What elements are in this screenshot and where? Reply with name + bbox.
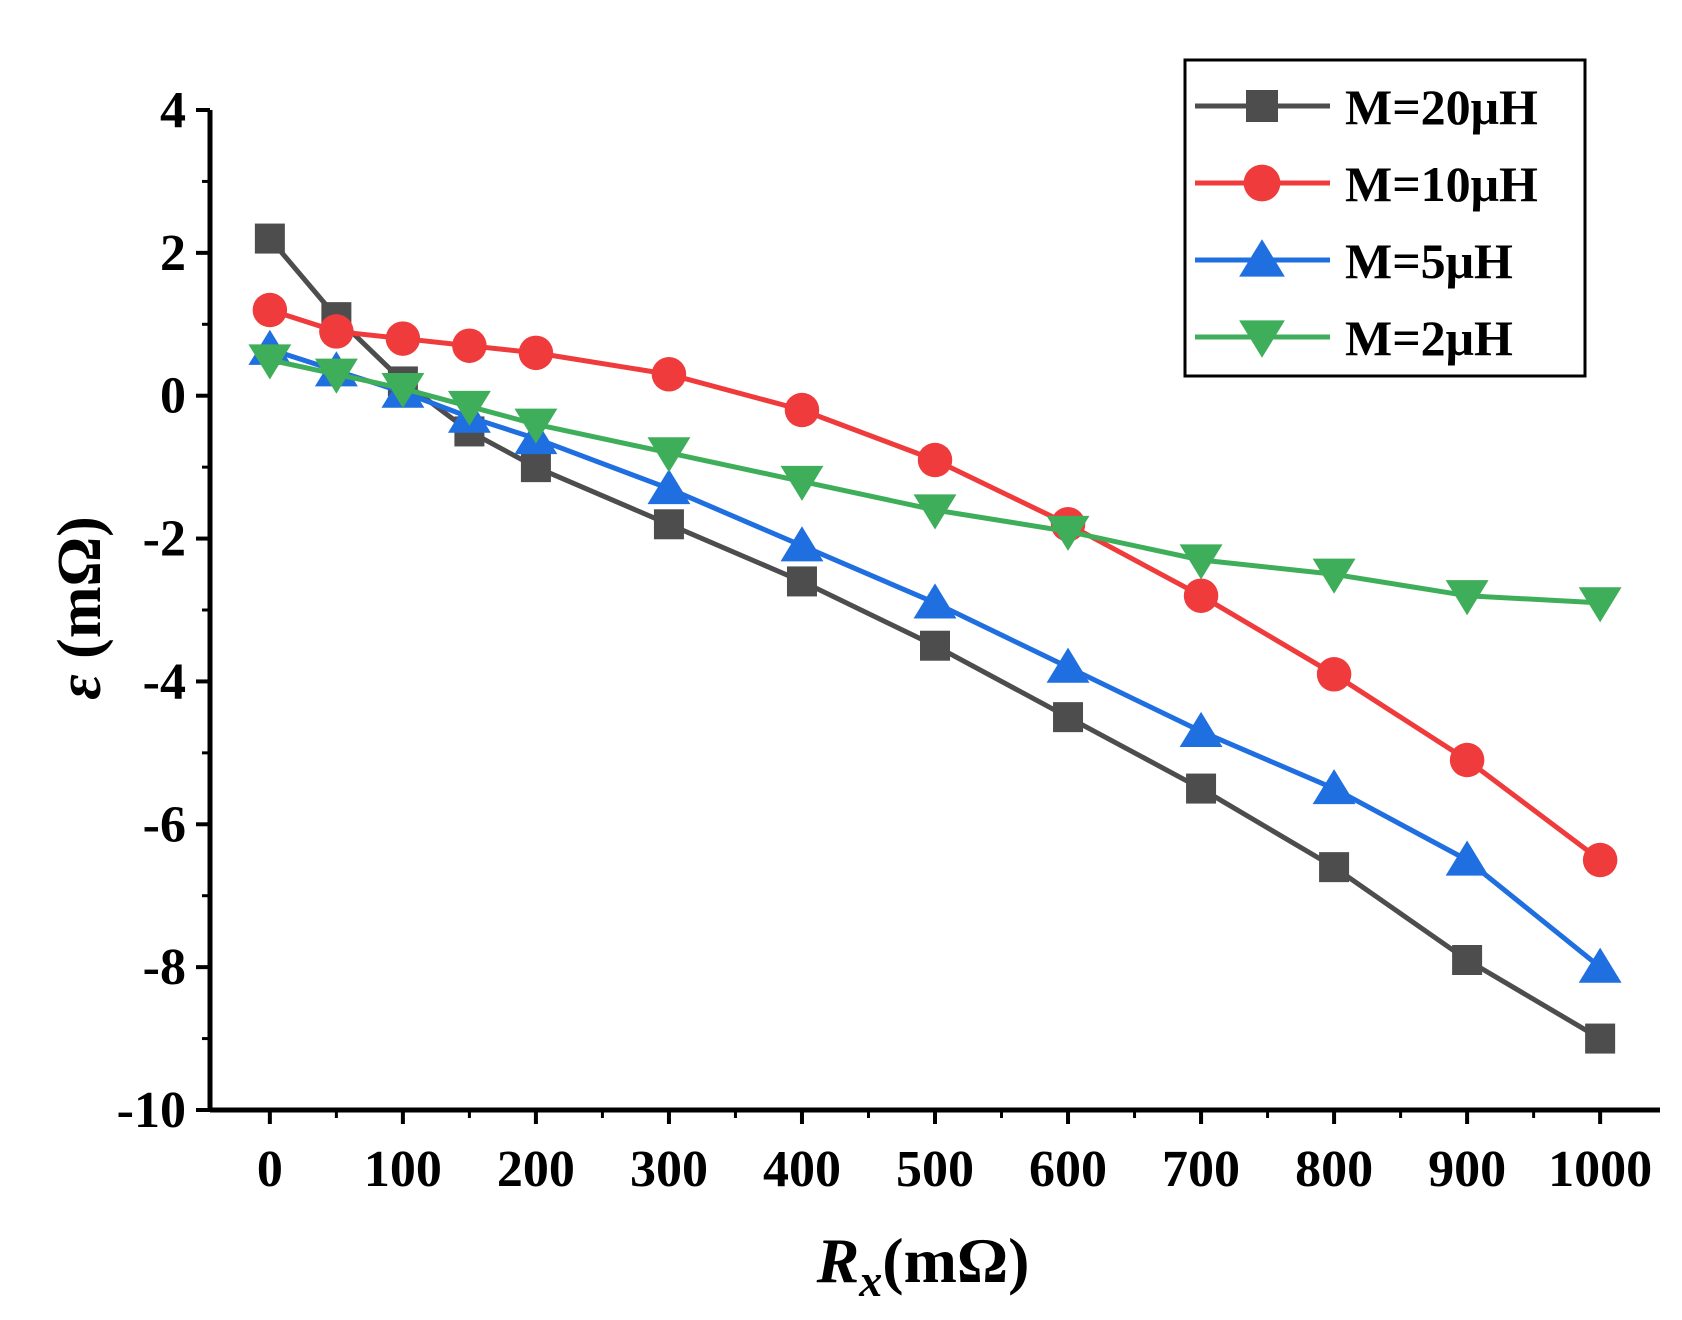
y-tick-label: 0 (160, 368, 186, 425)
data-point (917, 442, 953, 478)
data-point (1445, 840, 1489, 876)
y-tick-label: -2 (143, 511, 186, 568)
legend-marker (1246, 90, 1278, 122)
x-tick-label: 1000 (1548, 1141, 1652, 1198)
series-layer (248, 223, 1622, 1054)
data-point (314, 358, 358, 394)
data-point (1452, 945, 1483, 975)
series-group (252, 292, 1618, 878)
x-tick-label: 600 (1029, 1141, 1107, 1198)
legend-marker (1239, 320, 1285, 358)
x-tick-label: 900 (1428, 1141, 1506, 1198)
x-axis-unit: (mΩ) (882, 1225, 1029, 1296)
x-tick-label: 700 (1162, 1141, 1240, 1198)
data-point (1578, 947, 1622, 983)
data-point (1046, 647, 1090, 683)
data-point (452, 328, 487, 363)
data-point (514, 408, 558, 444)
axes: 4 2 0 -2 -4 -6 -8 -10 0 100 200 300 400 500 600 700 800 9… (117, 82, 1660, 1198)
y-axis-symbol: ε (46, 674, 114, 699)
y-tick-label: 2 (160, 225, 186, 282)
legend-marker (1239, 239, 1285, 277)
data-point (385, 321, 421, 356)
data-point (784, 392, 820, 428)
data-point (1312, 769, 1356, 805)
data-point (1578, 587, 1622, 623)
x-tick-label: 800 (1295, 1141, 1373, 1198)
y-tick-label: -8 (143, 939, 186, 996)
data-point (520, 452, 551, 483)
y-axis-unit: (mΩ) (46, 516, 114, 674)
data-point (254, 223, 285, 254)
data-point (653, 509, 684, 540)
data-point (518, 335, 554, 371)
data-point (647, 437, 691, 473)
data-point (647, 469, 691, 505)
data-point (1046, 515, 1090, 551)
data-point (780, 526, 824, 562)
x-tick-label: 200 (497, 1141, 575, 1198)
data-point (1179, 711, 1223, 748)
legend: M=20μH M=10μH M=5μH M=2μH (1183, 58, 1587, 378)
data-point (1319, 852, 1350, 883)
x-tick-label: 500 (896, 1141, 974, 1198)
x-tick-label: 0 (257, 1141, 283, 1198)
data-point (1316, 657, 1352, 692)
legend-marker (1243, 164, 1281, 202)
data-point (786, 566, 817, 597)
x-axis-title: Rx(mΩ) (816, 1225, 1030, 1306)
data-point (1179, 544, 1223, 580)
data-point (248, 344, 292, 380)
legend-label: M=20μH (1345, 79, 1538, 135)
x-tick-label: 100 (364, 1141, 442, 1198)
y-axis-title: ε (mΩ) (46, 516, 114, 700)
data-point (1449, 742, 1485, 778)
x-axis-main: R (816, 1225, 860, 1296)
data-point (913, 583, 957, 619)
data-point (1312, 558, 1356, 594)
data-point (381, 372, 425, 409)
series-group (248, 344, 1622, 623)
data-point (1445, 580, 1489, 616)
legend-items: M=20μH M=10μH M=5μH M=2μH (1195, 79, 1538, 366)
data-point (1183, 578, 1219, 613)
data-point (780, 465, 824, 501)
data-point (920, 630, 950, 661)
data-point (913, 494, 957, 530)
y-tick-label: -4 (143, 653, 186, 710)
x-axis-subscript: x (858, 1255, 882, 1306)
y-tick-label: 4 (160, 82, 186, 139)
data-point (447, 390, 491, 426)
data-point (252, 292, 288, 328)
legend-label: M=2μH (1345, 310, 1513, 366)
legend-label: M=10μH (1345, 156, 1538, 212)
data-point (319, 314, 354, 349)
data-point (651, 357, 687, 392)
legend-label: M=5μH (1345, 233, 1513, 289)
data-point (1585, 1023, 1616, 1054)
data-point (1582, 842, 1618, 878)
y-tick-label: -6 (143, 796, 186, 853)
y-tick-label: -10 (117, 1082, 186, 1139)
x-tick-label: 400 (763, 1141, 841, 1198)
data-point (1186, 773, 1217, 804)
series-group (248, 329, 1622, 983)
x-tick-label: 300 (630, 1141, 708, 1198)
data-point (1053, 702, 1084, 733)
